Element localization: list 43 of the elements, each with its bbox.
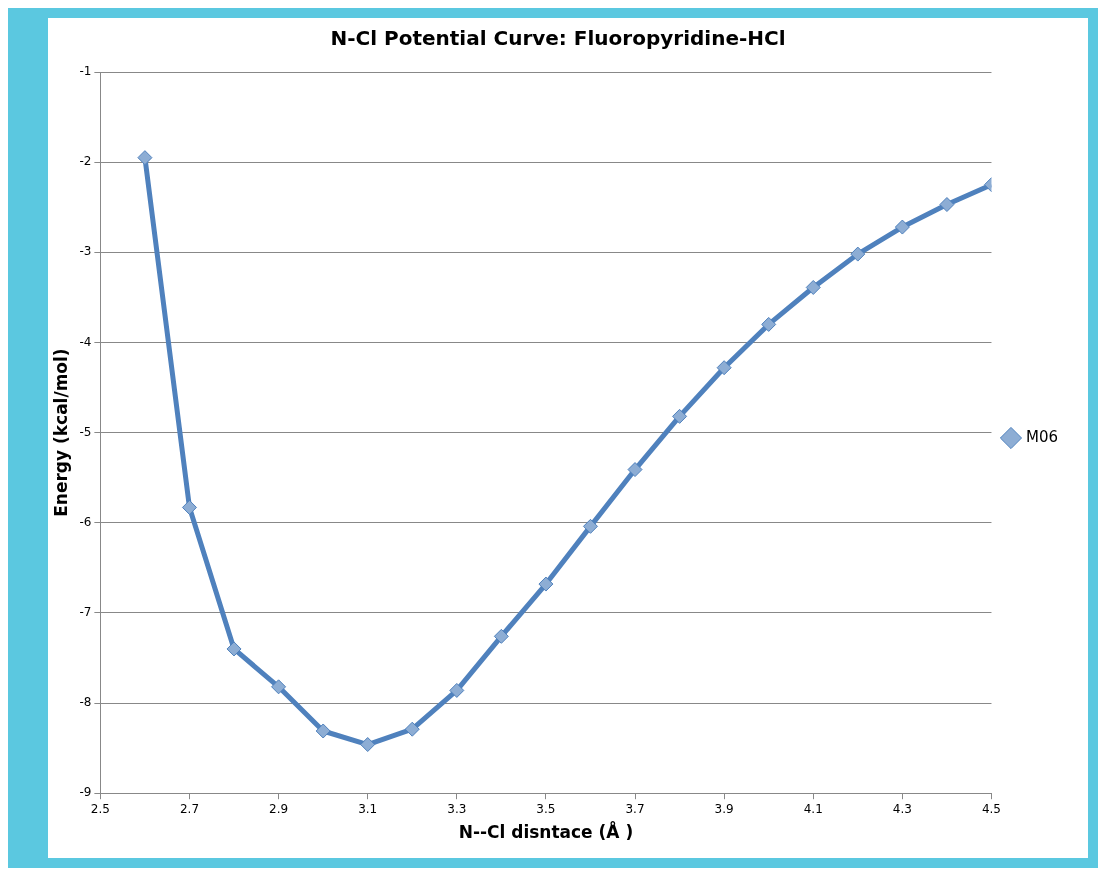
- y-tick-label: -2: [79, 154, 92, 169]
- x-tick-label: 4.1: [803, 801, 823, 816]
- point: [939, 197, 955, 213]
- point: [672, 408, 688, 424]
- point: [404, 721, 420, 737]
- point: [894, 219, 910, 235]
- point: [627, 462, 643, 478]
- point: [360, 737, 376, 753]
- point: [449, 682, 465, 698]
- point: [137, 150, 153, 166]
- y-tick-label: -8: [79, 695, 92, 710]
- point: [181, 499, 197, 515]
- x-tick-label: 4.3: [892, 801, 912, 816]
- y-tick-label: -1: [79, 64, 92, 79]
- y-tick-label: -9: [79, 785, 92, 800]
- point: [850, 246, 866, 262]
- point: [226, 641, 242, 657]
- point: [805, 279, 821, 295]
- x-tick-label: 2.5: [90, 801, 110, 816]
- x-axis-title: N--Cl disntace (Å ): [458, 820, 634, 843]
- y-tick-label: -3: [79, 244, 92, 259]
- y-tick-label: -7: [79, 605, 92, 620]
- x-tick-label: 3.3: [447, 801, 467, 816]
- legend-label: M06: [1025, 427, 1058, 446]
- x-tick-label: 2.7: [179, 801, 200, 816]
- point: [315, 723, 331, 739]
- point: [538, 576, 554, 592]
- x-tick-label: 3.9: [714, 801, 734, 816]
- y-axis-title: Energy (kcal/mol): [50, 348, 71, 517]
- point: [493, 628, 509, 644]
- x-tick-label: 3.7: [625, 801, 645, 816]
- y-tick-label: -5: [79, 424, 92, 439]
- chart-title: N-Cl Potential Curve: Fluoropyridine-HCl: [330, 26, 786, 51]
- point: [716, 360, 732, 376]
- point: [761, 316, 777, 332]
- x-tick-label: 3.5: [536, 801, 556, 816]
- y-tick-label: -4: [79, 334, 92, 349]
- x-tick-label: 2.9: [269, 801, 289, 816]
- x-tick-label: 3.1: [358, 801, 378, 816]
- x-tick-label: 4.5: [981, 801, 1002, 816]
- point: [271, 679, 287, 695]
- point: [582, 518, 598, 534]
- y-tick-label: -6: [79, 514, 92, 529]
